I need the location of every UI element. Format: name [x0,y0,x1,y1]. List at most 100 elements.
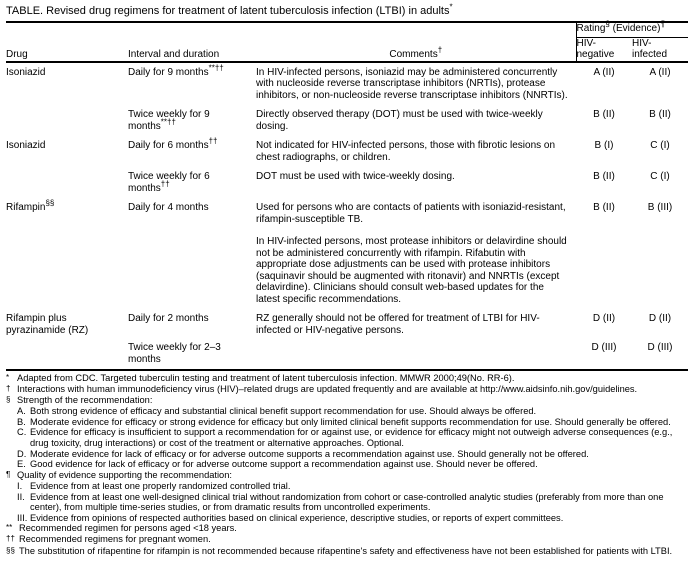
footnote-list-item: E. Good evidence for lack of efficacy or … [17,459,688,470]
table-row: Twice weekly for 9 months**†† Directly ob… [6,105,688,136]
header-col-comments-marker: † [437,45,443,55]
cell-drug [6,105,128,136]
header-col-comments-label: Comments [389,48,438,60]
header-evidence-marker: ¶ [660,19,665,29]
footnote-marker: †† [6,534,15,544]
header-cell-comments-blank [256,37,576,49]
footnote-text: The substitution of rifapentine for rifa… [19,545,673,556]
interval-footnote-marker: **†† [208,63,224,73]
cell-drug [6,167,128,198]
cell-rating-hiv-infected: A (II) [649,66,671,78]
footnote-item-text: Evidence from at least one properly rand… [30,480,291,491]
cell-interval: Daily for 4 months [128,198,256,309]
footnote: ** Recommended regimen for persons aged <… [6,523,688,534]
header-rating-evidence: Rating§ (Evidence)¶ [575,19,689,38]
cell-drug: Rifampin plus pyrazinamide (RZ) [6,309,128,340]
ltbi-regimens-table: Rating§ (Evidence)¶ HIV- HIV- Drug Inter… [6,19,689,371]
header-col-interval: Interval and duration [128,48,256,63]
footnote-item-text: Evidence from opinions of respected auth… [30,512,564,523]
footnote-item-text: Moderate evidence for lack of efficacy o… [30,448,589,459]
comment-paragraph: Not indicated for HIV-infected persons, … [256,140,556,163]
interval-footnote-marker: †† [160,179,170,189]
drug-footnote-marker: §§ [45,198,55,208]
interval-footnote-marker: †† [208,136,218,146]
table-header: Rating§ (Evidence)¶ HIV- HIV- Drug Inter… [6,19,689,63]
footnote-item-label: III. [17,512,28,523]
cell-drug: Isoniazid [6,62,128,106]
cell-rating-hiv-negative: B (II) [593,109,615,120]
cell-drug: Isoniazid [6,136,128,167]
footnote: † Interactions with human immunodeficienc… [6,384,688,395]
header-subcolumn-row: HIV- HIV- [6,37,688,49]
header-evidence-label: (Evidence) [609,23,661,34]
table-row: Twice weekly for 6 months†† DOT must be u… [6,167,688,198]
footnote-text: Recommended regimens for pregnant women. [19,534,211,545]
footnote: * Adapted from CDC. Targeted tuberculin t… [6,373,688,384]
footnote: ¶ Quality of evidence supporting the reco… [6,470,688,481]
header-hiv-infected-line1: HIV- [632,37,652,49]
title-bottom-rule [6,21,688,23]
comment-paragraph: Used for persons who are contacts of pat… [256,202,566,225]
cell-rating-hiv-negative: A (II) [593,66,615,78]
cell-rating-hiv-infected: C (I) [650,140,670,151]
footnote-item-label: B. [17,416,26,427]
footnote-item-label: I. [17,480,23,491]
footnote-marker: ¶ [6,469,11,479]
footnote-item-text: Both strong evidence of efficacy and sub… [30,406,537,417]
footnote: §§ The substitution of rifapentine for ri… [6,546,688,557]
cell-comments: RZ generally should not be offered for t… [256,309,576,340]
footnote-item-label: II. [17,491,25,502]
header-rating-marker: § [605,19,610,29]
header-spacer-interval [128,23,256,37]
cell-rating-hiv-infected: D (III) [632,340,689,371]
footnote-item-text: Evidence from at least one well-designed… [30,491,664,513]
table-title-text: Revised drug regimens for treatment of l… [43,5,450,17]
footnote-marker: ** [6,523,13,533]
drug-name: Rifampin plus pyrazinamide (RZ) [6,313,89,336]
footnote-item-label: C. [17,427,27,438]
footnote-item-text: Evidence for efficacy is insufficient to… [30,427,673,449]
footnote-text: Strength of the recommendation: [17,395,153,406]
header-col-comments: Comments† [256,46,576,63]
header-rating-group-row: Rating§ (Evidence)¶ [6,19,689,38]
footnote: § Strength of the recommendation: [6,395,688,406]
comment-paragraph: RZ generally should not be offered for t… [256,313,540,336]
cell-interval: Twice weekly for 9 months**†† [128,105,256,136]
header-col-drug: Drug [6,48,128,63]
footnote-item-label: E. [17,459,26,470]
footnote-text: Recommended regimen for persons aged <18… [19,523,237,534]
header-spacer-comments [256,23,576,37]
cell-comments: In HIV-infected persons, isoniazid may b… [256,62,576,106]
comment-paragraph: In HIV-infected persons, isoniazid may b… [256,66,568,101]
footnote-marker: * [6,373,10,382]
header-spacer-drug [6,23,128,37]
cell-rating-hiv-negative: D (II) [592,313,616,324]
footnote-item-label: D. [17,448,27,459]
interval-text: Twice weekly for 6 months [128,171,210,194]
footnote-list-item: D. Moderate evidence for lack of efficacy… [17,449,688,460]
cell-rating-hiv-infected: B (II) [649,109,671,120]
cell-rating-hiv-infected: C (I) [650,171,670,182]
table-row: Isoniazid Daily for 9 months**†† In HIV-in… [6,62,688,106]
footnote-list-item: C. Evidence for efficacy is insufficient … [17,427,688,448]
drug-name: Isoniazid [6,66,46,78]
cell-comments [256,340,576,371]
comment-paragraph: DOT must be used with twice-weekly dosin… [256,171,455,182]
interval-text: Daily for 9 months [128,66,209,78]
cell-comments: DOT must be used with twice-weekly dosin… [256,167,576,198]
footnote-item-text: Good evidence for lack of efficacy or fo… [30,459,538,470]
cell-rating-hiv-negative: D (III) [576,340,632,371]
footnote-list-item: A. Both strong evidence of efficacy and s… [17,406,688,417]
table-title-footnote-marker: * [449,2,453,12]
table-row: Rifampin plus pyrazinamide (RZ) Daily for… [6,309,688,340]
table-body: Isoniazid Daily for 9 months**†† In HIV-in… [6,62,689,371]
table-row: Twice weekly for 2–3 months D (III) D (III… [6,340,689,371]
cell-interval: Twice weekly for 2–3 months [128,340,256,371]
table-title-prefix: TABLE. [6,5,44,17]
drug-name: Isoniazid [6,140,46,151]
comment-paragraph: In HIV-infected persons, most protease i… [256,236,567,305]
footnotes-section: * Adapted from CDC. Targeted tuberculin t… [6,373,688,556]
cell-rating-hiv-negative: B (I) [594,140,614,151]
cell-drug [6,340,128,371]
interval-footnote-marker: **†† [160,117,176,127]
